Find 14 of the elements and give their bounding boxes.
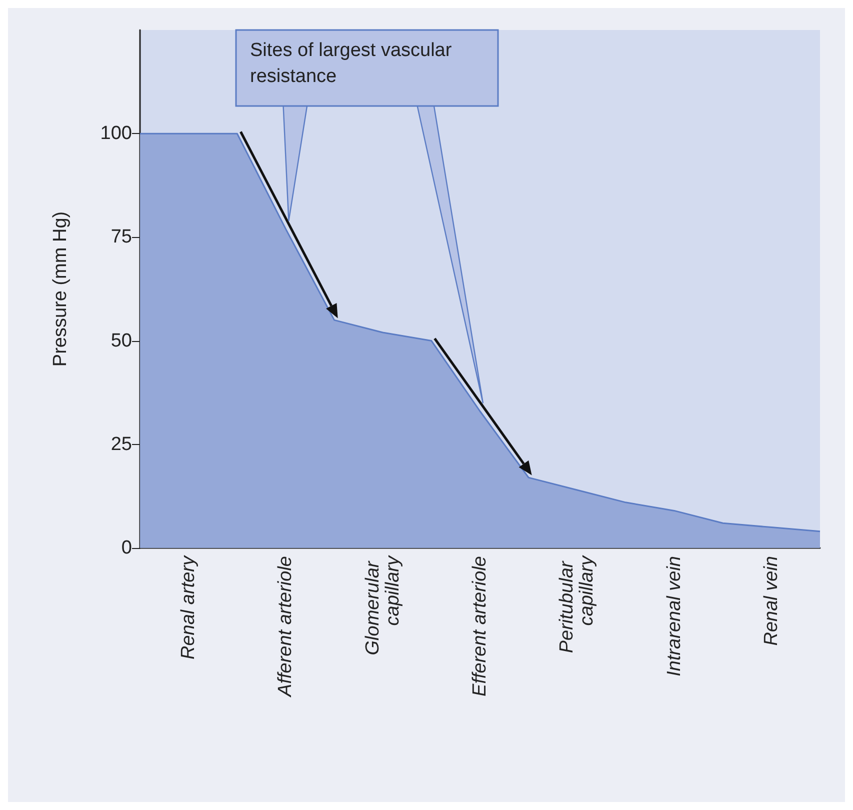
y-tick-label: 75 [110, 226, 132, 248]
x-tick-label: Renal artery [178, 554, 200, 660]
x-tick-label: Peritubular capillary [556, 554, 598, 654]
x-tick-label: Intrarenal vein [664, 556, 685, 676]
y-tick-label: 50 [110, 330, 132, 352]
y-tick-label: 0 [121, 538, 132, 558]
x-tick-label: Glomerular capillary [362, 554, 404, 656]
annotation: Sites of largest vascular resistance [250, 39, 453, 89]
y-tick-label: 25 [110, 434, 132, 455]
y-tick-label: 100 [100, 123, 132, 144]
y-axis-title: Pressure (mm Hg) [50, 211, 71, 367]
x-tick-label: Efferent arteriole [470, 556, 490, 696]
x-tick-label: Afferent arteriole [275, 556, 296, 698]
x-tick-label: Renal vein [760, 556, 782, 646]
